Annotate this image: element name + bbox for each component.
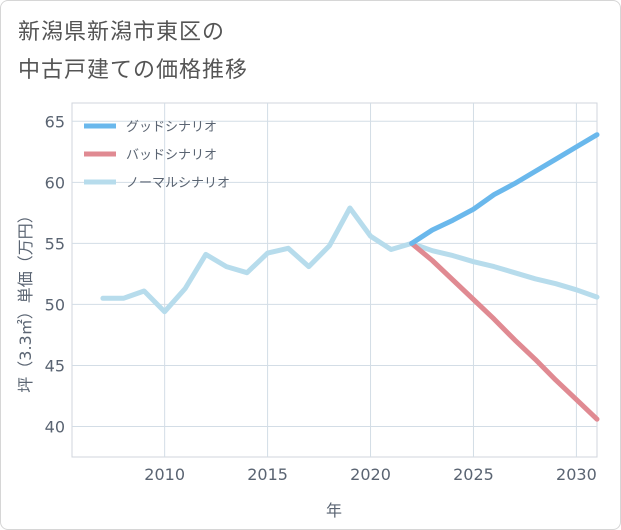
y-tick-labels: 40 45 50 55 60 65 [45, 112, 65, 436]
y-tick-45: 45 [45, 356, 65, 375]
legend-label-0: グッドシナリオ [126, 120, 217, 135]
y-tick-55: 55 [45, 234, 65, 253]
legend-label-2: ノーマルシナリオ [126, 176, 230, 191]
x-tick-2025: 2025 [453, 465, 494, 484]
series-lines [100, 132, 600, 422]
series-line-1 [409, 240, 600, 422]
y-axis-title: 坪（3.3㎡）単価（万円） [16, 207, 35, 392]
y-tick-65: 65 [45, 112, 65, 131]
x-tick-2015: 2015 [247, 465, 288, 484]
title-line-2: 中古戸建ての価格推移 [18, 58, 249, 83]
series-line-0 [409, 132, 600, 246]
x-tick-2030: 2030 [556, 465, 597, 484]
y-tick-50: 50 [45, 295, 65, 314]
x-axis-title: 年 [326, 501, 342, 520]
grid-lines [72, 103, 597, 457]
chart-title: 新潟県新潟市東区の 中古戸建ての価格推移 [18, 14, 248, 90]
y-tick-60: 60 [45, 173, 65, 192]
title-line-1: 新潟県新潟市東区の [18, 20, 226, 45]
x-tick-2010: 2010 [144, 465, 185, 484]
series-line-2 [100, 205, 600, 315]
legend-label-1: バッドシナリオ [126, 148, 217, 163]
x-tick-labels: 2010 2015 2020 2025 2030 [144, 465, 596, 484]
plot-area [71, 102, 598, 458]
x-tick-2020: 2020 [350, 465, 391, 484]
y-tick-40: 40 [45, 417, 65, 436]
